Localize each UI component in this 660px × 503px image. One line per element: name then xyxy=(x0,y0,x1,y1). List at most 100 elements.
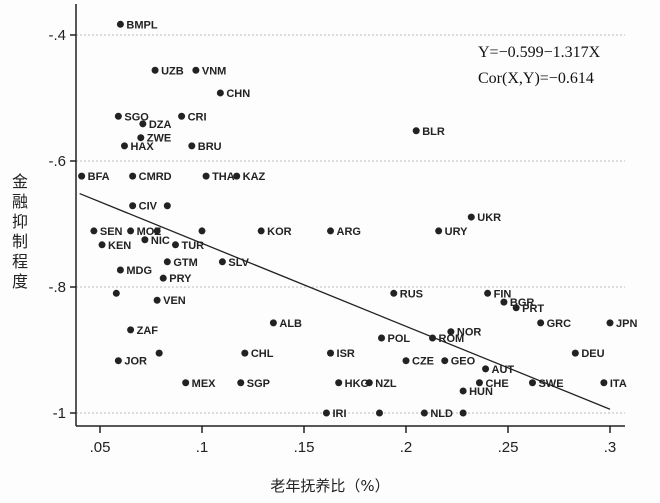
data-point xyxy=(335,379,343,387)
y-tick-label: -1 xyxy=(53,405,66,422)
x-tick-label: .15 xyxy=(294,439,315,456)
data-point xyxy=(537,319,545,327)
data-point xyxy=(163,258,171,266)
point-label: UKR xyxy=(477,212,501,224)
data-point xyxy=(116,20,124,28)
point-label: HUN xyxy=(469,386,493,398)
data-point xyxy=(129,172,137,180)
data-point xyxy=(127,326,135,334)
point-label: GRC xyxy=(547,318,572,330)
point-label: KEN xyxy=(108,240,131,252)
point-label: HKG xyxy=(345,378,369,390)
data-point xyxy=(218,258,226,266)
point-label: BRU xyxy=(198,141,222,153)
data-point xyxy=(159,274,167,282)
data-point xyxy=(198,227,206,235)
y-tick-label: -.6 xyxy=(48,153,66,170)
data-point xyxy=(435,227,443,235)
data-point xyxy=(327,227,335,235)
point-label: FIN xyxy=(494,288,512,300)
point-label: CRI xyxy=(188,111,207,123)
data-point xyxy=(412,127,420,135)
data-point xyxy=(512,304,520,312)
data-point xyxy=(237,379,245,387)
data-point xyxy=(129,202,137,210)
data-point xyxy=(112,289,120,297)
point-label: CZE xyxy=(412,356,434,368)
point-label: ARG xyxy=(337,226,361,238)
point-label: SEN xyxy=(100,226,123,238)
data-point xyxy=(137,134,145,142)
data-point xyxy=(141,236,149,244)
data-point xyxy=(155,349,163,357)
data-point xyxy=(390,289,398,297)
x-axis-label: 老年抚养比（%） xyxy=(270,477,390,495)
data-point xyxy=(375,409,383,417)
data-point xyxy=(114,112,122,120)
data-point xyxy=(459,387,467,395)
point-label: CHE xyxy=(485,378,508,390)
data-point xyxy=(153,296,161,304)
x-tick-label: .1 xyxy=(196,439,209,456)
point-label: URY xyxy=(445,226,468,238)
data-point xyxy=(192,66,200,74)
data-point xyxy=(447,328,455,336)
data-point xyxy=(120,142,128,150)
data-point xyxy=(528,379,536,387)
data-point xyxy=(257,227,265,235)
regression-equation: Y=−0.599−1.317X xyxy=(478,44,601,61)
data-point xyxy=(216,89,224,97)
point-label: PRY xyxy=(169,273,192,285)
point-label: ZWE xyxy=(147,133,171,145)
data-point xyxy=(171,241,179,249)
point-label: MDG xyxy=(126,265,152,277)
point-label: ALB xyxy=(279,318,302,330)
point-label: KOR xyxy=(267,226,292,238)
data-point xyxy=(475,379,483,387)
point-label: BLR xyxy=(422,126,445,138)
point-label: ROM xyxy=(439,333,465,345)
data-point xyxy=(459,409,467,417)
x-tick-label: .05 xyxy=(90,439,111,456)
annotations: Y=−0.599−1.317X Cor(X,Y)=−0.614 xyxy=(478,40,600,92)
point-label: SWE xyxy=(538,378,563,390)
point-label: MEX xyxy=(192,378,217,390)
data-point xyxy=(188,142,196,150)
point-label: NLD xyxy=(430,408,453,420)
data-point xyxy=(482,365,490,373)
data-point xyxy=(606,319,614,327)
point-label: IRI xyxy=(332,408,346,420)
data-point xyxy=(429,334,437,342)
x-tick-label: .2 xyxy=(400,439,413,456)
data-point xyxy=(178,112,186,120)
point-label: GEO xyxy=(451,356,476,368)
data-point xyxy=(420,409,428,417)
data-point xyxy=(116,266,124,274)
point-label: SLV xyxy=(228,257,249,269)
data-point xyxy=(500,298,508,306)
point-label: UZB xyxy=(161,65,184,77)
point-label: ISR xyxy=(337,348,355,360)
data-point xyxy=(153,227,161,235)
correlation-annotation: Cor(X,Y)=−0.614 xyxy=(478,70,594,87)
data-point xyxy=(139,120,147,128)
point-label: DEU xyxy=(581,348,604,360)
data-point xyxy=(327,349,335,357)
data-point xyxy=(467,213,475,221)
point-label: CMRD xyxy=(139,171,172,183)
y-tick-label: -.8 xyxy=(48,279,66,296)
data-point xyxy=(182,379,190,387)
data-point xyxy=(484,289,492,297)
point-label: ITA xyxy=(610,378,627,390)
point-label: CIV xyxy=(139,201,158,213)
point-label: AUT xyxy=(492,364,515,376)
data-point xyxy=(127,227,135,235)
point-label: POL xyxy=(388,333,411,345)
data-point xyxy=(322,409,330,417)
y-tick-label: -.4 xyxy=(48,27,66,44)
point-label: RUS xyxy=(400,288,423,300)
point-label: HAX xyxy=(130,141,154,153)
data-point xyxy=(600,379,608,387)
y-axis-label: 金融抑制程度 xyxy=(12,172,29,291)
